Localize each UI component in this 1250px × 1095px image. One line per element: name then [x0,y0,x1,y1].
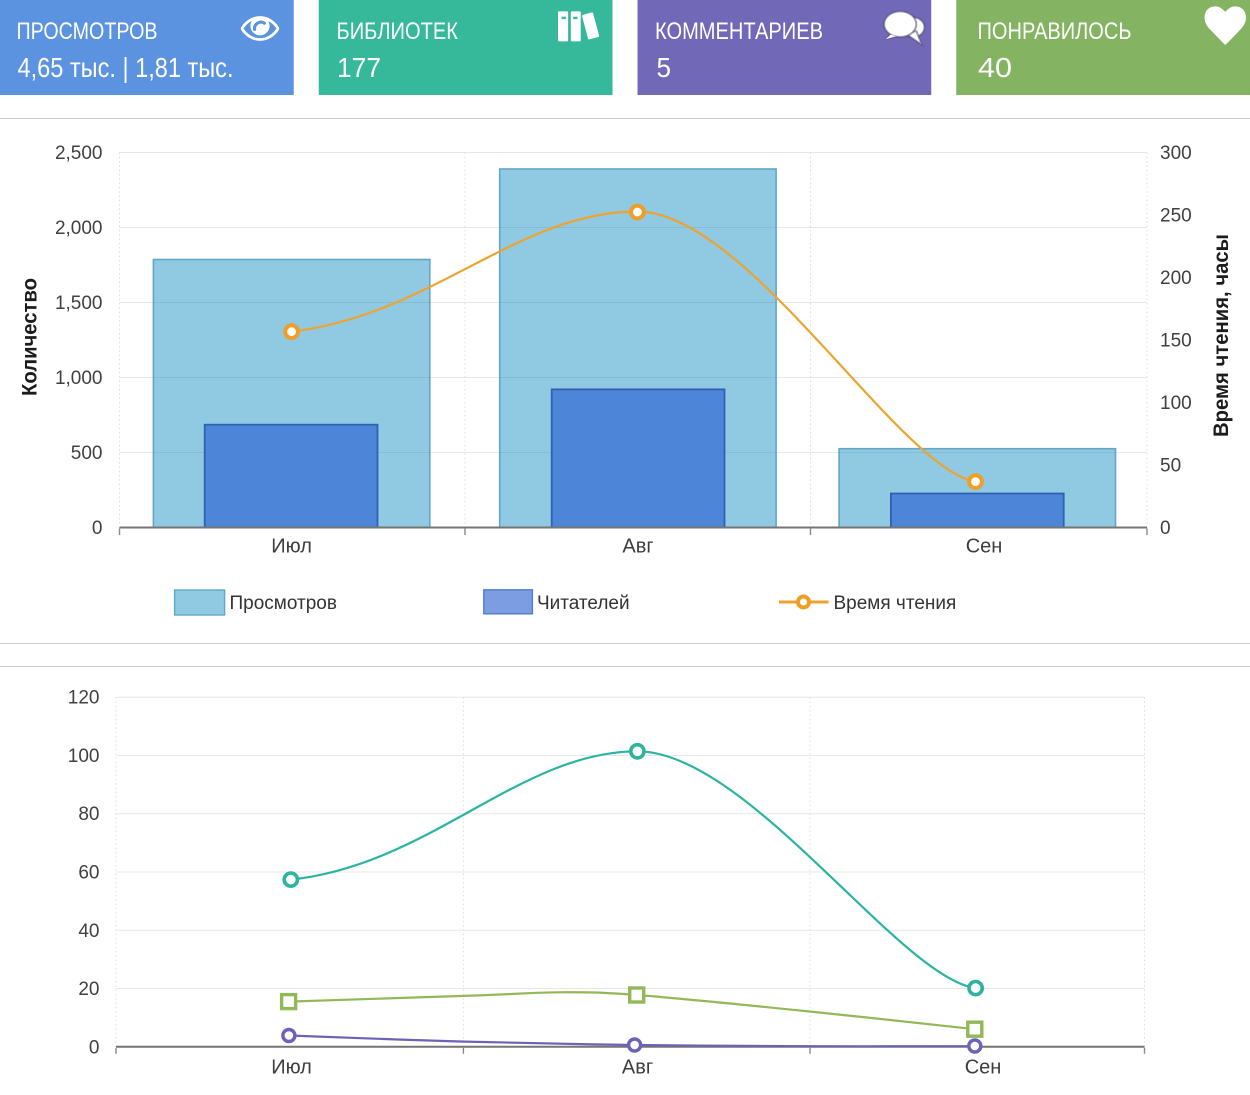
svg-text:500: 500 [71,443,103,464]
svg-text:20: 20 [78,979,99,1000]
svg-text:2,000: 2,000 [55,218,103,239]
svg-text:1,000: 1,000 [55,368,103,389]
svg-text:50: 50 [1160,456,1181,477]
svg-text:Авг: Авг [622,536,653,558]
svg-text:Просмотров: Просмотров [230,593,337,614]
svg-text:300: 300 [1160,143,1192,164]
svg-text:Авг: Авг [622,1057,653,1079]
svg-text:150: 150 [1160,331,1192,352]
svg-text:100: 100 [68,746,100,767]
svg-text:0: 0 [89,1037,100,1058]
svg-text:Время чтения, часы: Время чтения, часы [1210,234,1233,437]
svg-text:200: 200 [1160,268,1192,289]
svg-text:БИБЛИОТЕК: БИБЛИОТЕК [337,18,459,45]
svg-text:Количество: Количество [19,278,42,396]
svg-text:60: 60 [78,863,99,884]
svg-text:40: 40 [978,52,1012,83]
svg-text:Читателей: Читателей [537,593,630,614]
svg-text:80: 80 [78,804,99,825]
svg-text:2,500: 2,500 [55,143,103,164]
svg-text:40: 40 [78,921,99,942]
svg-text:5: 5 [657,52,672,83]
svg-text:177: 177 [337,52,381,83]
svg-text:ПРОСМОТРОВ: ПРОСМОТРОВ [17,18,158,45]
svg-text:Время чтения: Время чтения [834,593,957,614]
svg-text:Сен: Сен [965,1057,1002,1079]
svg-text:КОММЕНТАРИЕВ: КОММЕНТАРИЕВ [655,18,823,45]
svg-text:Июл: Июл [271,1057,312,1079]
svg-text:Сен: Сен [966,536,1003,558]
svg-text:1,500: 1,500 [55,293,103,314]
svg-text:250: 250 [1160,206,1192,227]
svg-text:4,65 тыс. | 1,81 тыс.: 4,65 тыс. | 1,81 тыс. [18,52,234,83]
svg-text:120: 120 [68,688,100,709]
svg-text:0: 0 [1160,518,1171,539]
svg-text:Июл: Июл [271,536,312,558]
svg-text:0: 0 [92,518,103,539]
svg-text:100: 100 [1160,393,1192,414]
svg-text:ПОНРАВИЛОСЬ: ПОНРАВИЛОСЬ [978,18,1132,45]
